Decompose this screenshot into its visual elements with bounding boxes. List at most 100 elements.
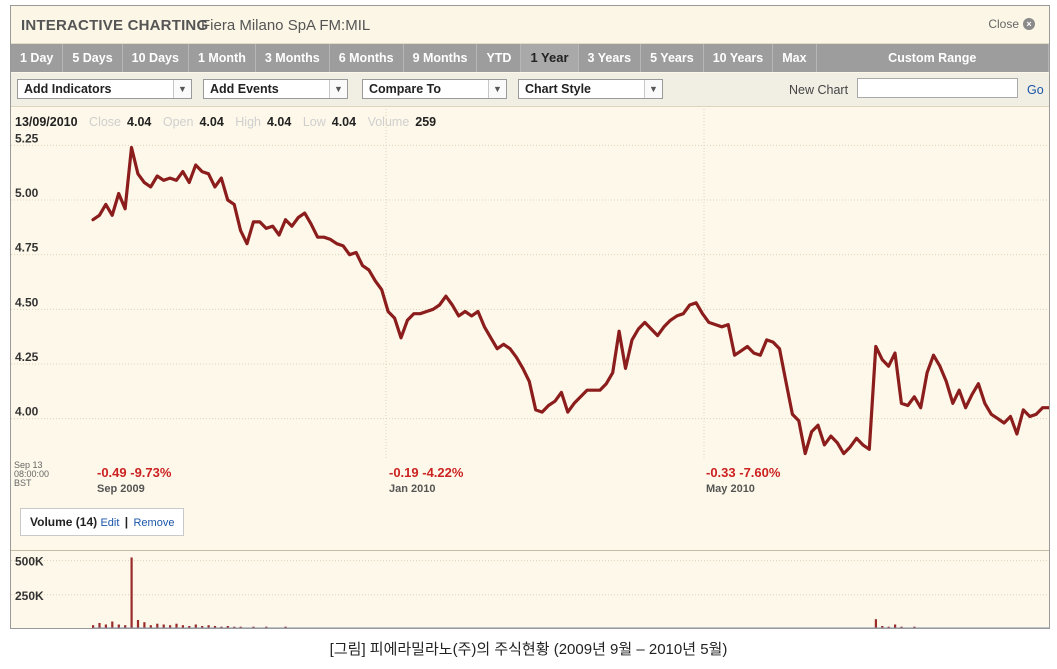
y-tick-label: 5.25 bbox=[15, 131, 39, 145]
quote-line: 13/09/2010 Close 4.04 Open 4.04 High 4.04 L… bbox=[15, 115, 436, 129]
range-tab-custom-range[interactable]: Custom Range bbox=[817, 44, 1049, 72]
volume-bar bbox=[162, 624, 165, 628]
volume-bar bbox=[213, 626, 217, 628]
range-tab-6-months[interactable]: 6 Months bbox=[330, 44, 404, 72]
period-change: -0.49 -9.73% bbox=[97, 465, 172, 480]
volume-bar bbox=[104, 624, 107, 628]
compare-to-dropdown[interactable]: Compare To ▼ bbox=[362, 79, 507, 99]
price-chart[interactable]: 5.25 5.00 4.75 4.50 4.25 4.00 bbox=[11, 106, 1050, 458]
new-chart-input[interactable] bbox=[857, 78, 1018, 98]
time-range-bar: 1 Day 5 Days 10 Days 1 Month 3 Months 6 Month… bbox=[11, 44, 1049, 72]
volume-value: 259 bbox=[415, 115, 437, 129]
range-tab-1-year[interactable]: 1 Year bbox=[521, 44, 579, 72]
range-tab-10-days[interactable]: 10 Days bbox=[123, 44, 189, 72]
range-tab-10-years[interactable]: 10 Years bbox=[704, 44, 774, 72]
volume-bar bbox=[207, 625, 210, 628]
chart-style-dropdown[interactable]: Chart Style ▼ bbox=[518, 79, 663, 99]
range-tab-1-day[interactable]: 1 Day bbox=[11, 44, 64, 72]
volume-bar bbox=[874, 619, 877, 628]
period-month: Jan 2010 bbox=[389, 483, 436, 495]
volume-bar bbox=[194, 624, 197, 628]
timestamp: Sep 13 08:00:00 BST bbox=[14, 461, 49, 488]
timestamp-time: 08:00:00 bbox=[14, 469, 50, 479]
security-name: Fiera Milano SpA FM:MIL bbox=[201, 17, 371, 34]
range-tab-5-days[interactable]: 5 Days bbox=[63, 44, 123, 72]
volume-bar bbox=[881, 626, 884, 628]
high-price-value: 4.04 bbox=[266, 115, 292, 129]
volume-label: Volume bbox=[367, 115, 410, 129]
volume-bar bbox=[239, 626, 242, 628]
volume-chart[interactable]: 500K 250K bbox=[11, 551, 1050, 629]
volume-bar bbox=[136, 620, 140, 628]
volume-bar bbox=[175, 623, 178, 628]
volume-bar bbox=[201, 626, 204, 628]
volume-bar bbox=[124, 625, 127, 628]
add-indicators-label: Add Indicators bbox=[24, 82, 112, 96]
volume-divider bbox=[11, 550, 1049, 551]
add-events-dropdown[interactable]: Add Events ▼ bbox=[203, 79, 348, 99]
chart-window: INTERACTIVE CHARTING Fiera Milano SpA FM… bbox=[10, 5, 1050, 629]
title-bar: INTERACTIVE CHARTING Fiera Milano SpA FM… bbox=[11, 6, 1049, 44]
volume-bar bbox=[226, 626, 229, 628]
chart-toolbar: Add Indicators ▼ Add Events ▼ Compare To… bbox=[11, 73, 1049, 107]
chart-style-label: Chart Style bbox=[525, 82, 591, 96]
volume-bar bbox=[156, 623, 159, 628]
remove-link[interactable]: Remove bbox=[133, 517, 175, 529]
open-price-value: 4.04 bbox=[199, 115, 224, 129]
volume-bar bbox=[111, 621, 114, 628]
edit-link[interactable]: Edit bbox=[100, 517, 120, 529]
go-button[interactable]: Go bbox=[1027, 83, 1044, 97]
volume-tick-label: 250K bbox=[15, 589, 44, 603]
price-line bbox=[91, 145, 1049, 456]
close-button[interactable]: Close × bbox=[988, 17, 1035, 31]
range-tab-3-months[interactable]: 3 Months bbox=[256, 44, 330, 72]
range-tab-5-years[interactable]: 5 Years bbox=[641, 44, 704, 72]
volume-bar bbox=[894, 624, 897, 628]
y-tick-label: 4.25 bbox=[15, 350, 39, 364]
close-price-value: 4.04 bbox=[127, 115, 152, 129]
period-month: May 2010 bbox=[706, 483, 755, 495]
volume-bar bbox=[233, 626, 236, 628]
volume-bar bbox=[252, 626, 255, 628]
low-price-value: 4.04 bbox=[331, 115, 357, 129]
close-price-label: Close bbox=[89, 115, 122, 129]
timestamp-zone: BST bbox=[14, 478, 32, 488]
volume-bar bbox=[143, 622, 146, 628]
period-change: -0.19 -4.22% bbox=[389, 465, 464, 480]
volume-bar bbox=[169, 625, 172, 628]
compare-to-label: Compare To bbox=[369, 82, 441, 96]
y-tick-label: 4.75 bbox=[15, 241, 39, 255]
y-tick-label: 5.00 bbox=[15, 186, 39, 200]
close-icon: × bbox=[1023, 18, 1035, 30]
range-tab-9-months[interactable]: 9 Months bbox=[404, 44, 478, 72]
chevron-down-icon: ▼ bbox=[644, 80, 662, 98]
period-change: -0.33 -7.60% bbox=[706, 465, 781, 480]
volume-bar bbox=[900, 626, 903, 628]
low-price-label: Low bbox=[302, 115, 326, 129]
chevron-down-icon: ▼ bbox=[173, 80, 191, 98]
volume-indicator-box: Volume (14) Edit | Remove bbox=[20, 508, 185, 536]
chevron-down-icon: ▼ bbox=[488, 80, 506, 98]
chevron-down-icon: ▼ bbox=[329, 80, 347, 98]
high-price-label: High bbox=[235, 115, 261, 129]
volume-bar bbox=[98, 623, 101, 628]
range-tab-ytd[interactable]: YTD bbox=[477, 44, 522, 72]
range-tab-max[interactable]: Max bbox=[773, 44, 817, 72]
figure-caption: [그림] 피에라밀라노(주)의 주식현황 (2009년 9월 – 2010년 5… bbox=[329, 641, 728, 658]
volume-bar bbox=[913, 626, 916, 628]
open-price-label: Open bbox=[162, 115, 194, 129]
volume-bar bbox=[117, 624, 120, 628]
y-tick-label: 4.50 bbox=[15, 295, 39, 309]
volume-bar bbox=[92, 625, 95, 628]
volume-bar bbox=[188, 626, 191, 628]
close-label: Close bbox=[988, 17, 1019, 31]
y-tick-label: 4.00 bbox=[15, 405, 39, 419]
link-separator: | bbox=[124, 515, 129, 529]
new-chart-label: New Chart bbox=[789, 83, 849, 97]
add-indicators-dropdown[interactable]: Add Indicators ▼ bbox=[17, 79, 192, 99]
volume-tick-label: 500K bbox=[15, 555, 44, 569]
volume-bar bbox=[887, 626, 890, 628]
range-tab-1-month[interactable]: 1 Month bbox=[189, 44, 256, 72]
range-tab-3-years[interactable]: 3 Years bbox=[579, 44, 642, 72]
volume-bar bbox=[149, 625, 152, 628]
